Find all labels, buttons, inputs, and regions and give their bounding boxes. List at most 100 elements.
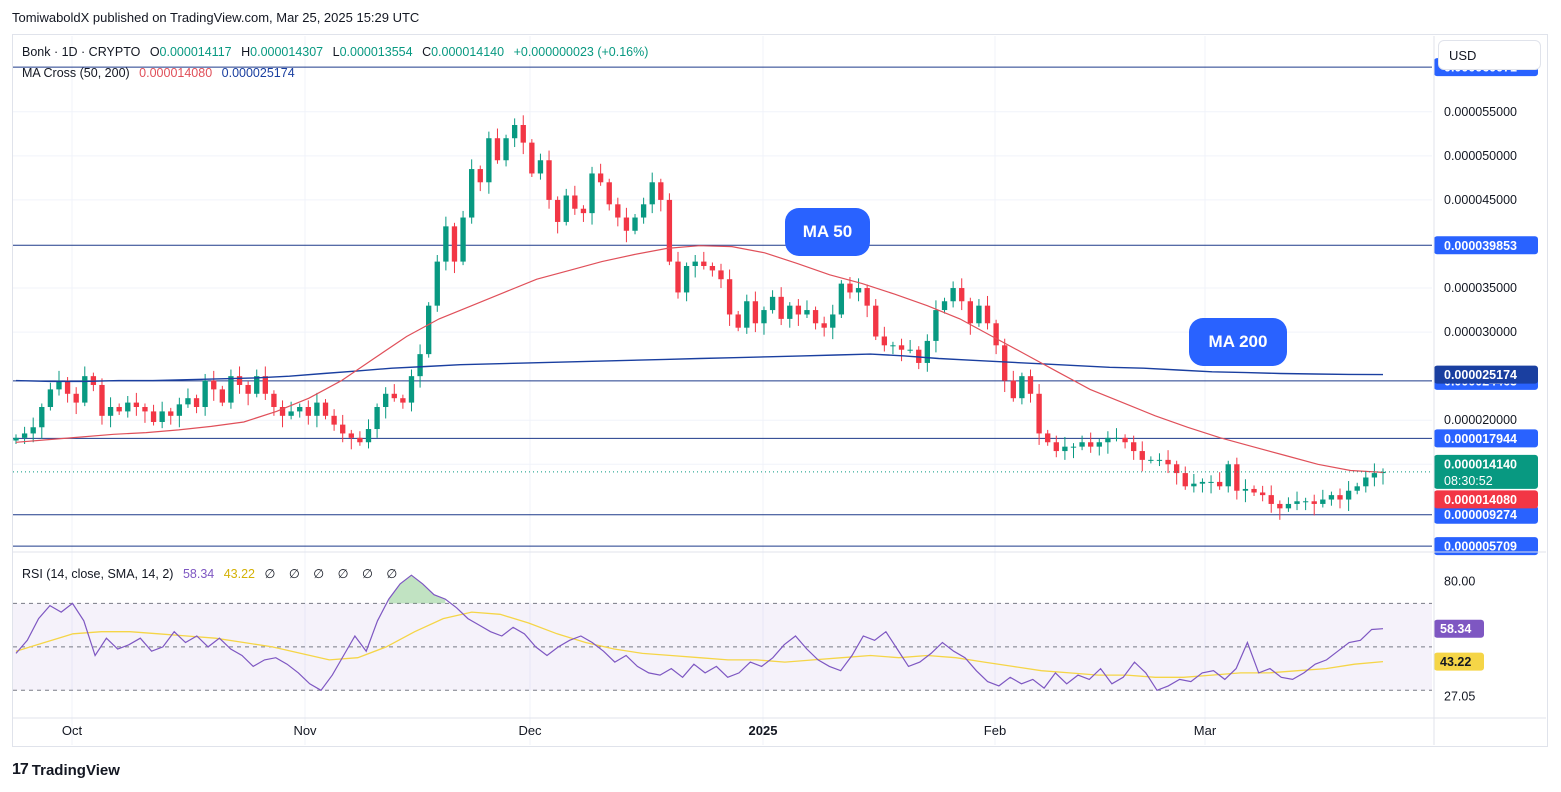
candle-body [1234, 464, 1240, 491]
candle-body [787, 305, 793, 319]
rsi-placeholder: ∅ [361, 567, 373, 581]
candle-body [640, 204, 647, 218]
candle-body [898, 345, 905, 350]
candle-body [494, 138, 501, 161]
tradingview-brand[interactable]: 17 TradingView [12, 761, 120, 779]
change-value: +0.000000023 (+0.16%) [513, 45, 649, 59]
rsi-axis-label: 27.05 [1444, 690, 1475, 704]
rsi-value-tag [1434, 619, 1484, 638]
candle-body [1079, 442, 1085, 447]
candle-body [469, 169, 475, 218]
candle-body [726, 279, 733, 315]
rsi-ma-value-tag [1434, 652, 1484, 671]
candle-body [1010, 380, 1016, 399]
candle-body [718, 270, 724, 280]
candle-body [976, 305, 982, 324]
candle-body [752, 301, 759, 324]
candle-body [159, 411, 165, 422]
candle-body [1036, 393, 1042, 434]
candle-body [1320, 499, 1326, 504]
candle-body [597, 173, 604, 183]
candle-body [426, 305, 432, 355]
currency-button[interactable]: USD [1438, 40, 1541, 70]
ma200-annotation[interactable]: MA 200 [1189, 318, 1287, 366]
candle-body [1156, 459, 1163, 461]
candle-body [297, 407, 303, 412]
candle-body [1182, 473, 1188, 487]
rsi-value-tag-label: 58.34 [1440, 622, 1471, 636]
candle-body [1302, 501, 1309, 503]
candle-body [649, 182, 655, 205]
price-tag-ma50 [1434, 490, 1538, 509]
rsi-label[interactable]: RSI (14, close, SMA, 14, 2) [22, 567, 174, 581]
candle-body [959, 288, 965, 302]
level-price-label: 0.000005709 [1444, 540, 1517, 554]
candle-body [1139, 451, 1145, 460]
rsi-ma-legend-value: 43.22 [223, 567, 255, 581]
candle-body [503, 138, 509, 161]
candle-body [769, 296, 776, 311]
ma50-annotation[interactable]: MA 50 [785, 208, 870, 256]
y-tick-label: 0.000045000 [1444, 193, 1517, 207]
level-price-tag [1434, 505, 1538, 524]
candle-body [666, 199, 673, 262]
candle-body [460, 217, 466, 262]
candle-body [133, 402, 140, 408]
candle-body [64, 380, 71, 394]
symbol-label[interactable]: Bonk · 1D · CRYPTO [22, 45, 141, 59]
rsi-axis-label: 80.00 [1444, 575, 1475, 589]
candle-body [838, 283, 845, 315]
candle-body [941, 301, 948, 311]
candle-body [1002, 345, 1008, 381]
rsi-placeholder: ∅ [288, 567, 300, 581]
ma200-legend-value: 0.000025174 [221, 66, 295, 80]
publisher-line: TomiwaboldX published on TradingView.com… [12, 10, 420, 25]
candle-body [142, 407, 148, 412]
candle-body [778, 296, 784, 319]
candle-body [451, 226, 458, 262]
time-axis-label: Dec [518, 723, 542, 738]
rsi-placeholder: ∅ [264, 567, 276, 581]
price-tag-label: 0.000014080 [1444, 493, 1517, 507]
candle-body [47, 389, 54, 408]
candle-body [116, 407, 122, 412]
candle-body [692, 261, 698, 267]
rsi-legend: RSI (14, close, SMA, 14, 2) 58.34 43.22 … [22, 566, 407, 581]
candle-body [1122, 437, 1128, 443]
candle-body [1191, 483, 1197, 487]
y-tick-label: 0.000030000 [1444, 325, 1517, 339]
countdown-label: 08:30:52 [1444, 474, 1493, 488]
close-value: C0.000014140 [422, 45, 505, 59]
rsi-line [15, 574, 1384, 692]
rsi-placeholder: ∅ [337, 567, 349, 581]
candle-body [73, 393, 79, 403]
candle-body [546, 160, 552, 200]
candle-body [967, 301, 973, 324]
rsi-placeholder: ∅ [313, 567, 325, 581]
candle-body [365, 429, 372, 443]
ma-cross-label[interactable]: MA Cross (50, 200) [22, 66, 130, 80]
candle-body [82, 376, 88, 403]
candle-body [279, 407, 286, 416]
level-price-tag [1434, 429, 1538, 448]
candle-body [993, 323, 999, 346]
price-tag-ma200 [1434, 365, 1538, 384]
ma50-line [15, 245, 1384, 473]
rsi-band [13, 603, 1432, 691]
candle-body [99, 384, 105, 416]
time-axis-label: Oct [62, 723, 83, 738]
candle-body [855, 288, 862, 293]
candle-body [830, 314, 836, 328]
candle-body [1259, 492, 1266, 496]
candle-body [262, 376, 268, 394]
high-value: H0.000014307 [241, 45, 324, 59]
candle-body [1354, 486, 1360, 491]
candle-body [701, 261, 707, 267]
time-axis-label: Feb [984, 723, 1006, 738]
candle-body [30, 427, 36, 434]
candle-body [1328, 495, 1335, 500]
candle-body [13, 437, 19, 441]
candle-body [228, 376, 234, 403]
candle-body [391, 393, 397, 399]
